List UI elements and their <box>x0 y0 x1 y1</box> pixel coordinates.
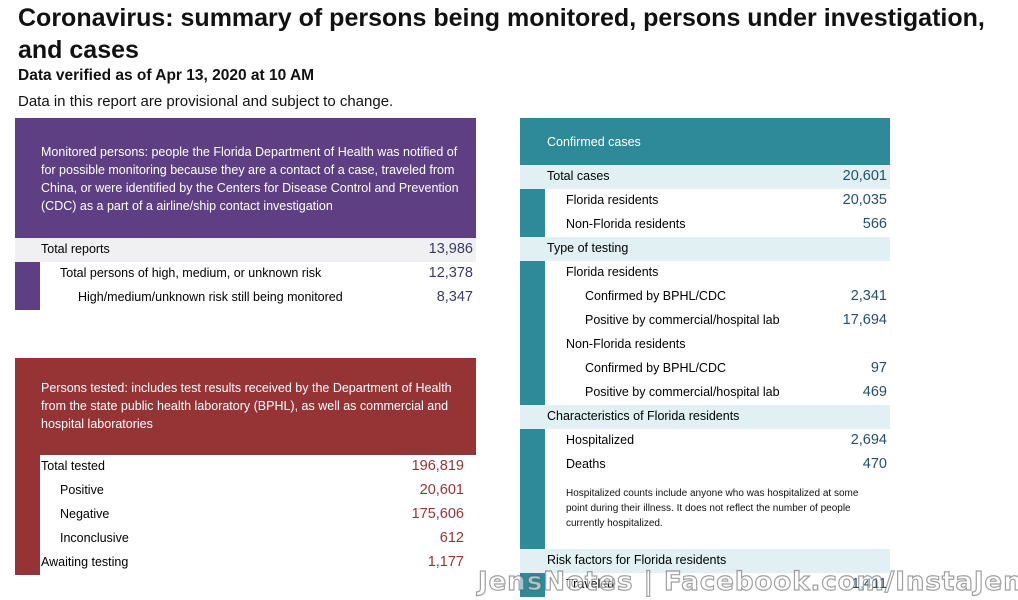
row-value: 566 <box>862 216 887 232</box>
confirmed-table: Total cases 20,601 Florida residents 20,… <box>520 165 890 597</box>
row-label: Awaiting testing <box>41 555 129 569</box>
row-value: 20,035 <box>842 192 887 208</box>
row-label: Inconclusive <box>60 531 129 545</box>
table-row: Negative 175,606 <box>15 503 476 527</box>
table-row: Total persons of high, medium, or unknow… <box>15 262 476 286</box>
table-row: High/medium/unknown risk still being mon… <box>15 286 476 310</box>
row-value: 175,606 <box>411 506 464 522</box>
row-label: Florida residents <box>566 193 659 207</box>
row-value: 97 <box>870 360 887 376</box>
row-label: Deaths <box>566 457 606 471</box>
table-row: Total cases 20,601 <box>520 165 890 189</box>
table-row: Risk factors for Florida residents <box>520 549 890 573</box>
row-label: Confirmed by BPHL/CDC <box>585 289 727 303</box>
tested-panel: Persons tested: includes test results re… <box>15 358 476 575</box>
hospitalized-note: Hospitalized counts include anyone who w… <box>566 488 859 529</box>
row-label: Type of testing <box>547 241 629 255</box>
table-row: Characteristics of Florida residents <box>520 405 890 429</box>
row-label: High/medium/unknown risk still being mon… <box>78 290 343 304</box>
table-row: Confirmed by BPHL/CDC 2,341 <box>520 285 890 309</box>
table-row: Total reports 13,986 <box>15 238 476 262</box>
row-value: 612 <box>439 530 464 546</box>
row-label: Negative <box>60 507 110 521</box>
table-row: Hospitalized 2,694 <box>520 429 890 453</box>
table-row: Florida residents 20,035 <box>520 189 890 213</box>
table-row: Positive 20,601 <box>15 479 476 503</box>
tested-stripe <box>15 455 40 575</box>
row-label: Florida residents <box>566 265 659 279</box>
table-row: Type of testing <box>520 237 890 261</box>
row-label: Positive <box>60 483 104 497</box>
row-label: Confirmed by BPHL/CDC <box>585 361 727 375</box>
monitored-table: Total reports 13,986 Total persons of hi… <box>15 238 476 310</box>
row-value: 13,986 <box>428 241 473 257</box>
row-label: Positive by commercial/hospital lab <box>585 313 780 327</box>
table-row: Confirmed by BPHL/CDC 97 <box>520 357 890 381</box>
row-label: Characteristics of Florida residents <box>547 409 740 423</box>
row-value: 1,177 <box>427 554 464 570</box>
row-label: Non-Florida residents <box>566 217 686 231</box>
row-label: Non-Florida residents <box>566 337 686 351</box>
row-value: 20,601 <box>419 482 464 498</box>
watermark-text: JensNotes | Facebook.com/InstaJen <box>476 567 1018 597</box>
row-value: 8,347 <box>436 289 473 305</box>
row-label: Positive by commercial/hospital lab <box>585 385 780 399</box>
table-row: Positive by commercial/hospital lab 469 <box>520 381 890 405</box>
row-value: 20,601 <box>842 168 887 184</box>
row-value: 2,694 <box>850 432 887 448</box>
row-label: Hospitalized <box>566 433 635 447</box>
row-label: Risk factors for Florida residents <box>547 553 727 567</box>
row-label: Traveled <box>566 577 615 591</box>
watermark: JensNotes | Facebook.com/InstaJen <box>475 566 1018 597</box>
row-value: 17,694 <box>842 312 887 328</box>
row-label: Total reports <box>41 242 110 256</box>
row-value: 12,378 <box>428 265 473 281</box>
verified-date: Data verified as of Apr 13, 2020 at 10 A… <box>18 67 315 84</box>
page-title: Coronavirus: summary of persons being mo… <box>18 4 985 64</box>
row-label: Total persons of high, medium, or unknow… <box>60 266 322 280</box>
row-value: 470 <box>862 456 887 472</box>
table-row: Total tested 196,819 <box>15 455 476 479</box>
table-row: Non-Florida residents 566 <box>520 213 890 237</box>
confirmed-panel: Confirmed cases Total cases 20,601 Flori… <box>520 118 890 600</box>
monitored-description: Monitored persons: people the Florida De… <box>15 118 476 238</box>
table-row: Florida residents <box>520 261 890 285</box>
tested-description: Persons tested: includes test results re… <box>15 358 476 455</box>
row-value: 2,341 <box>850 288 887 304</box>
provisional-note: Data in this report are provisional and … <box>18 93 394 110</box>
table-row: Inconclusive 612 <box>15 527 476 551</box>
row-value: 196,819 <box>411 458 464 474</box>
row-value: 469 <box>862 384 887 400</box>
table-row: Positive by commercial/hospital lab 17,6… <box>520 309 890 333</box>
tested-table: Total tested 196,819 Positive 20,601 Neg… <box>15 455 476 575</box>
confirmed-header: Confirmed cases <box>520 118 890 165</box>
row-value: 1,411 <box>851 576 887 592</box>
table-row: Awaiting testing 1,177 <box>15 551 476 575</box>
row-label: Total tested <box>41 459 105 473</box>
table-row: Traveled 1,411 <box>520 573 890 597</box>
table-row: Deaths 470 <box>520 453 890 477</box>
table-row: Non-Florida residents <box>520 333 890 357</box>
row-label: Total cases <box>547 169 610 183</box>
monitored-panel: Monitored persons: people the Florida De… <box>15 118 476 310</box>
